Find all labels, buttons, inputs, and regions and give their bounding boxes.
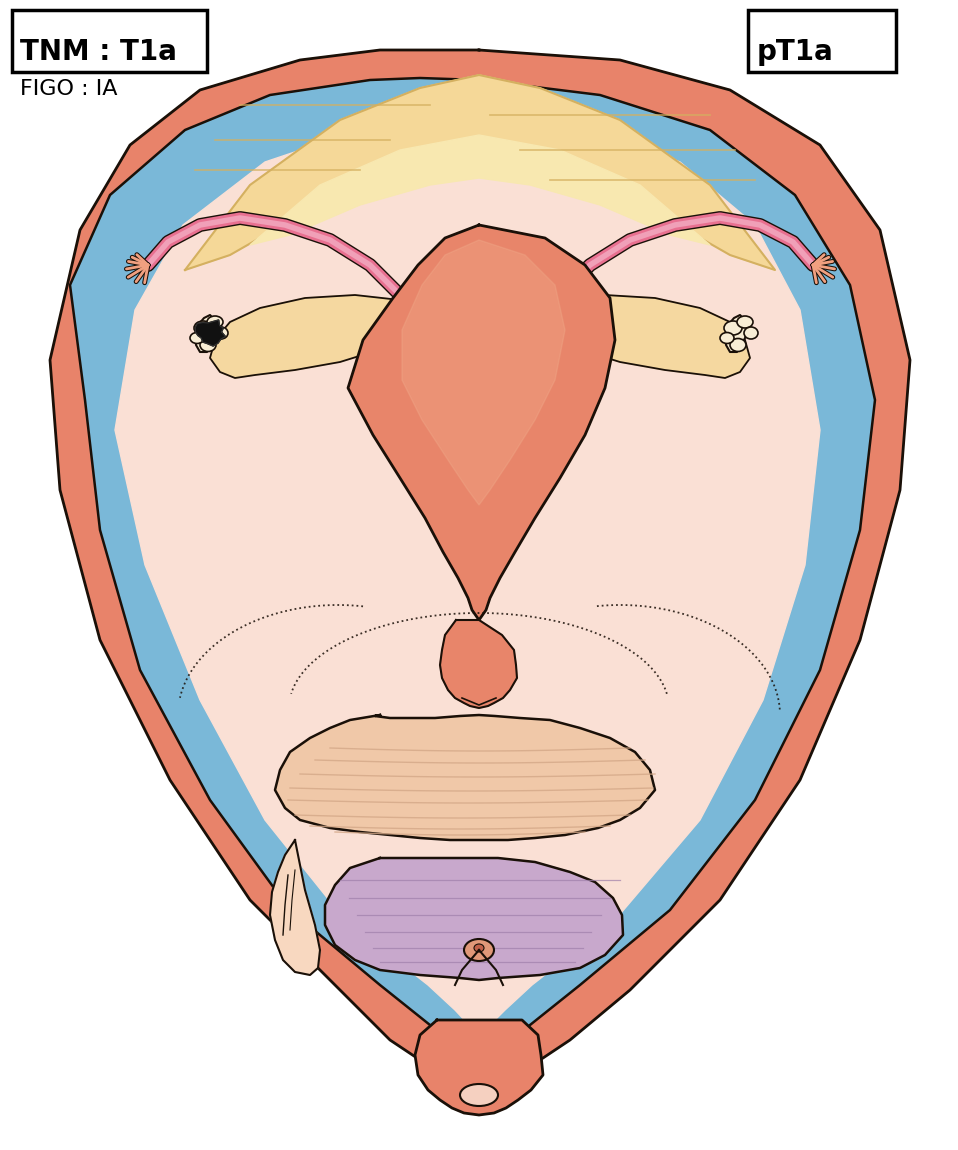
- Polygon shape: [195, 320, 225, 346]
- Polygon shape: [325, 858, 623, 980]
- Polygon shape: [725, 315, 748, 352]
- Polygon shape: [402, 240, 565, 505]
- Polygon shape: [250, 135, 710, 245]
- Ellipse shape: [464, 940, 494, 961]
- Polygon shape: [115, 110, 820, 1035]
- Ellipse shape: [744, 327, 758, 339]
- Ellipse shape: [190, 332, 204, 344]
- Text: FIGO : IA: FIGO : IA: [20, 79, 118, 99]
- Polygon shape: [195, 315, 218, 352]
- Ellipse shape: [737, 316, 753, 328]
- Ellipse shape: [724, 321, 742, 335]
- Ellipse shape: [474, 944, 484, 952]
- Ellipse shape: [200, 338, 216, 352]
- Polygon shape: [275, 715, 655, 840]
- Polygon shape: [440, 620, 517, 708]
- Polygon shape: [70, 78, 875, 1065]
- Polygon shape: [185, 75, 775, 270]
- Polygon shape: [50, 49, 910, 1080]
- Text: pT1a: pT1a: [757, 38, 833, 66]
- Polygon shape: [270, 840, 320, 975]
- Polygon shape: [348, 225, 615, 620]
- Text: TNM : T1a: TNM : T1a: [20, 38, 177, 66]
- Ellipse shape: [460, 1084, 498, 1106]
- Ellipse shape: [194, 321, 212, 335]
- Ellipse shape: [207, 316, 223, 328]
- Polygon shape: [415, 1020, 543, 1116]
- FancyBboxPatch shape: [748, 10, 896, 72]
- Polygon shape: [542, 296, 750, 378]
- Ellipse shape: [720, 332, 734, 344]
- Polygon shape: [210, 296, 420, 378]
- FancyBboxPatch shape: [12, 10, 207, 72]
- Ellipse shape: [730, 338, 746, 352]
- Ellipse shape: [214, 327, 228, 339]
